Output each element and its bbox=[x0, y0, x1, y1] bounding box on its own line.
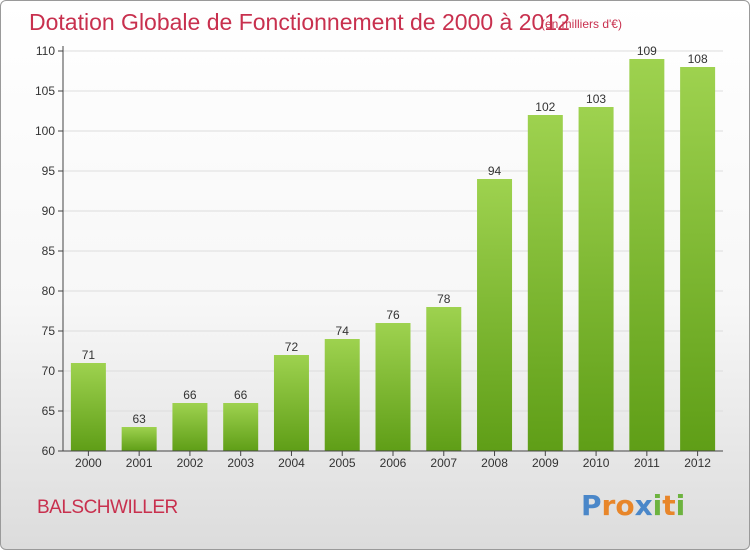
x-tick-label: 2002 bbox=[177, 456, 204, 470]
bar bbox=[324, 339, 360, 451]
bar bbox=[121, 427, 157, 451]
x-tick-label: 2008 bbox=[481, 456, 508, 470]
y-tick-label: 65 bbox=[42, 404, 56, 418]
x-tick-label: 2007 bbox=[430, 456, 457, 470]
logo-letter: t bbox=[662, 489, 676, 522]
bar bbox=[527, 115, 563, 451]
logo-letter: i bbox=[652, 489, 663, 522]
bar bbox=[375, 323, 411, 451]
x-tick-label: 2000 bbox=[75, 456, 102, 470]
bar bbox=[223, 403, 259, 451]
x-tick-label: 2012 bbox=[684, 456, 711, 470]
y-tick-label: 85 bbox=[42, 244, 56, 258]
bar-value-label: 76 bbox=[386, 308, 400, 322]
bar bbox=[629, 59, 665, 451]
y-tick-label: 80 bbox=[42, 284, 56, 298]
chart-title: Dotation Globale de Fonctionnement de 20… bbox=[29, 9, 570, 35]
x-tick-label: 2011 bbox=[634, 456, 660, 470]
y-tick-label: 75 bbox=[42, 324, 56, 338]
logo-letter: i bbox=[675, 489, 686, 522]
x-tick-label: 2005 bbox=[329, 456, 356, 470]
x-tick-label: 2006 bbox=[380, 456, 407, 470]
bar-value-label: 63 bbox=[132, 412, 146, 426]
logo-letter: r bbox=[601, 489, 616, 522]
bar bbox=[426, 307, 462, 451]
bar-value-label: 66 bbox=[183, 388, 197, 402]
municipality-name: BALSCHWILLER bbox=[37, 497, 178, 518]
bar-value-label: 103 bbox=[586, 92, 606, 106]
logo-letter: P bbox=[581, 489, 602, 522]
y-tick-label: 95 bbox=[42, 164, 56, 178]
bar-value-label: 102 bbox=[535, 100, 555, 114]
bar bbox=[172, 403, 208, 451]
bar-value-label: 109 bbox=[637, 44, 657, 58]
bar-value-label: 78 bbox=[437, 292, 451, 306]
bar-value-label: 108 bbox=[688, 52, 708, 66]
x-tick-label: 2009 bbox=[532, 456, 559, 470]
y-tick-label: 100 bbox=[35, 124, 55, 138]
x-tick-label: 2010 bbox=[583, 456, 610, 470]
x-tick-label: 2003 bbox=[227, 456, 254, 470]
logo-letter: x bbox=[634, 489, 653, 522]
y-tick-label: 110 bbox=[36, 44, 55, 58]
x-tick-label: 2001 bbox=[126, 456, 153, 470]
y-tick-label: 60 bbox=[42, 444, 56, 458]
chart-subtitle: (en milliers d'€) bbox=[541, 17, 622, 31]
proxiti-logo: Proxiti bbox=[581, 489, 685, 522]
y-tick-label: 105 bbox=[35, 84, 55, 98]
bar-value-label: 66 bbox=[234, 388, 248, 402]
bar bbox=[70, 363, 106, 451]
bar-value-label: 72 bbox=[285, 340, 299, 354]
y-tick-label: 90 bbox=[42, 204, 56, 218]
bar-value-label: 94 bbox=[488, 164, 502, 178]
x-tick-label: 2004 bbox=[278, 456, 305, 470]
bar bbox=[477, 179, 513, 451]
y-tick-label: 70 bbox=[42, 364, 56, 378]
bar bbox=[680, 67, 716, 451]
bar bbox=[273, 355, 309, 451]
bar bbox=[578, 107, 614, 451]
bar-value-label: 74 bbox=[336, 324, 350, 338]
logo-letter: o bbox=[615, 489, 635, 522]
bar-value-label: 71 bbox=[82, 348, 96, 362]
